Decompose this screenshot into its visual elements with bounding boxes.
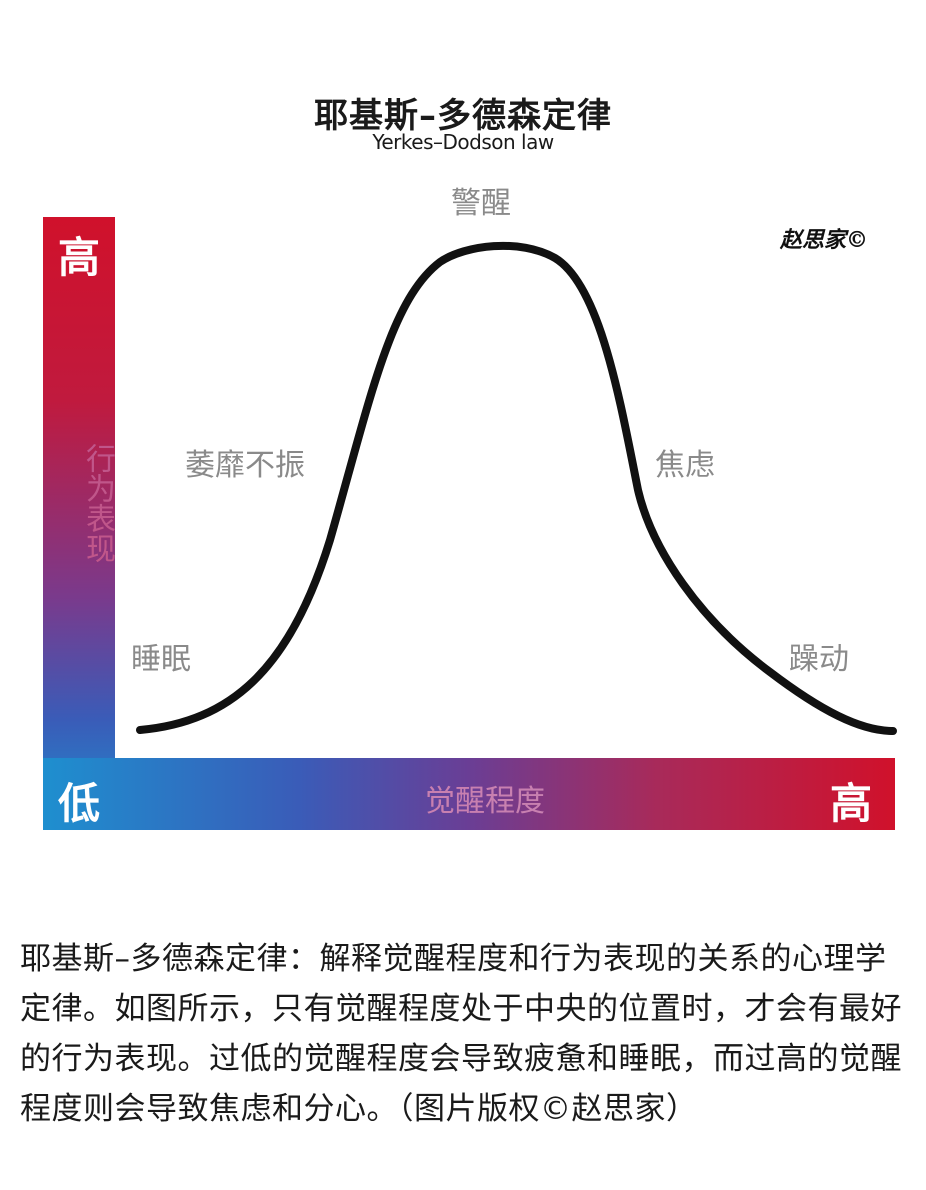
zone-label-alert: 警醒 [451, 186, 511, 221]
y-axis-high-label: 高 [57, 233, 100, 282]
x-axis-label: 觉醒程度 [425, 784, 545, 819]
performance-curve [136, 241, 897, 735]
diagram-subtitle: Yerkes–Dodson law [372, 130, 554, 154]
zone-label-sleep: 睡眠 [131, 642, 191, 677]
y-axis-label: 行为表现 [80, 443, 115, 563]
diagram-title: 耶基斯–多德森定律 [314, 96, 612, 136]
x-axis-bar [43, 758, 895, 830]
x-axis-high-label: 高 [829, 779, 872, 828]
zone-label-agitation: 躁动 [789, 642, 849, 677]
x-axis-low-label: 低 [57, 779, 100, 828]
author-watermark: 赵思家© [780, 227, 869, 253]
zone-label-lethargic: 萎靡不振 [185, 448, 305, 483]
y-axis-bar [43, 217, 115, 830]
caption-text: 耶基斯–多德森定律：解释觉醒程度和行为表现的关系的心理学定律。如图所示，只有觉醒… [20, 941, 902, 1127]
zone-label-anxiety: 焦虑 [655, 448, 715, 483]
